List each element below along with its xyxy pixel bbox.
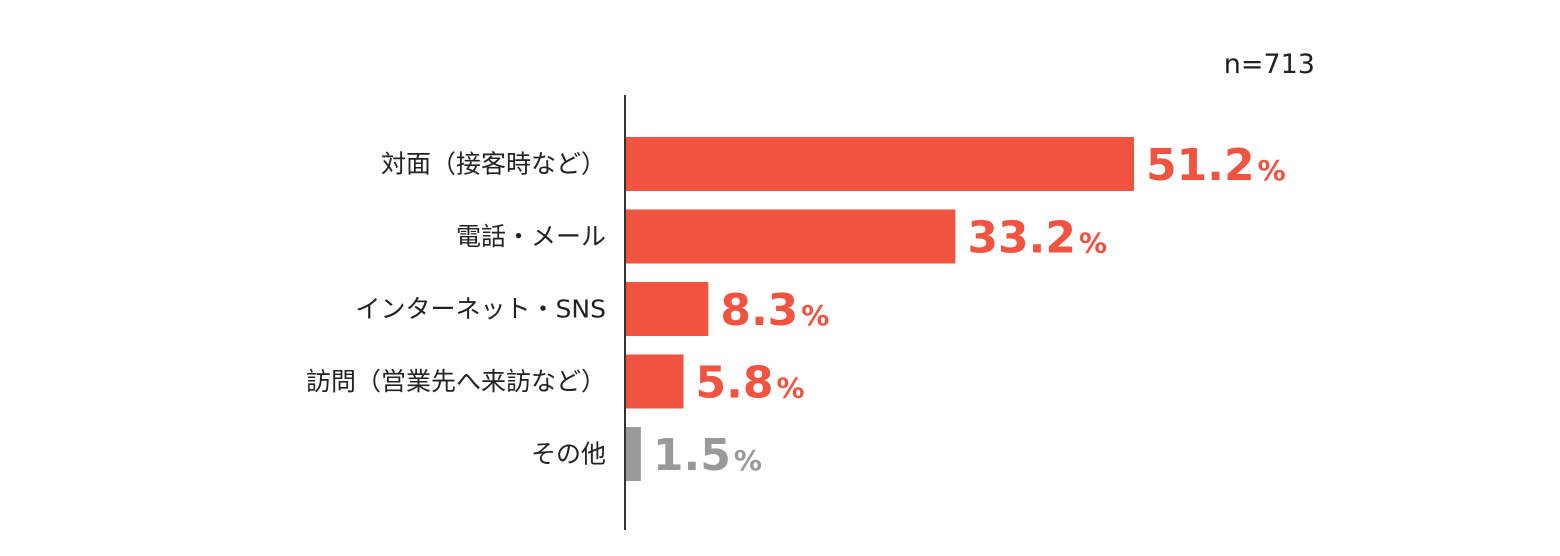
value-number: 1.5 [653,430,731,481]
value-number: 5.8 [696,358,774,409]
bar [626,282,709,336]
value-label: 1.5% [653,430,762,481]
bar [626,354,684,409]
value-label: 51.2% [1146,140,1286,191]
value-unit: % [801,299,829,332]
category-label: 訪問（営業先へ来訪など） [306,367,606,396]
value-unit: % [734,444,762,477]
value-unit: % [777,372,805,405]
bars-group: 対面（接客時など） 51.2 % 電話・メール 33.2 % インターネット・SNS 8.3%… [306,137,1286,481]
category-label: 対面（接客時など） [381,150,606,179]
bar [626,137,1134,191]
category-label: その他 [531,440,606,469]
value-unit: % [1258,154,1286,187]
category-label: インターネット・SNS [356,295,606,324]
sample-size-label: n=713 [1224,49,1315,80]
value-number: 8.3 [720,285,798,336]
category-label: 電話・メール [456,222,606,251]
value-number: 33.2 [967,213,1076,264]
value-label: 33.2% [967,213,1107,264]
value-label: 8.3% [720,285,829,336]
bar [626,427,641,481]
value-label: 5.8% [696,358,805,409]
value-number: 51.2 [1146,140,1255,191]
value-unit: % [1079,227,1107,260]
bar [626,209,956,264]
